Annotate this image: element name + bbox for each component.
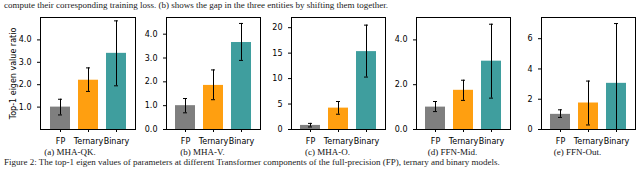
svg-text:4: 4 — [527, 65, 532, 74]
svg-text:2.0: 2.0 — [19, 80, 32, 89]
svg-text:Ternary: Ternary — [573, 137, 604, 146]
svg-text:Binary: Binary — [104, 137, 130, 146]
svg-text:FP: FP — [306, 137, 316, 146]
html-text:(a) MHA-QK.: (a) MHA-QK. — [44, 147, 96, 157]
html-text:(e) FFN-Out.: (e) FFN-Out. — [553, 147, 602, 157]
html-text:compute their corresponding tr: compute their corresponding training los… — [4, 0, 388, 10]
svg-text:0.0: 0.0 — [145, 125, 158, 134]
svg-text:FP: FP — [556, 137, 566, 146]
svg-text:Top-1 eigen value ratio: Top-1 eigen value ratio — [9, 28, 18, 121]
svg-text:Ternary: Ternary — [448, 137, 479, 146]
svg-text:2: 2 — [527, 95, 532, 104]
svg-text:Binary: Binary — [229, 137, 255, 146]
svg-text:0: 0 — [527, 125, 532, 134]
svg-text:FP: FP — [431, 137, 441, 146]
svg-text:0.0: 0.0 — [395, 125, 408, 134]
svg-text:20: 20 — [272, 23, 282, 32]
svg-text:4.0: 4.0 — [395, 35, 408, 44]
svg-text:0: 0 — [277, 125, 282, 134]
svg-text:2.0: 2.0 — [395, 80, 408, 89]
svg-text:1.0: 1.0 — [19, 103, 32, 112]
html-text:(d) FFN-Mid.: (d) FFN-Mid. — [427, 147, 478, 157]
svg-text:5: 5 — [277, 100, 282, 109]
svg-text:4.0: 4.0 — [19, 35, 32, 44]
html-text:(c) MHA-O.: (c) MHA-O. — [305, 147, 350, 157]
svg-text:Ternary: Ternary — [323, 137, 354, 146]
svg-text:Binary: Binary — [479, 137, 505, 146]
svg-text:1.0: 1.0 — [145, 101, 158, 110]
svg-text:3.0: 3.0 — [19, 58, 32, 67]
svg-text:3.0: 3.0 — [145, 54, 158, 63]
svg-text:FP: FP — [181, 137, 191, 146]
svg-text:6: 6 — [527, 34, 532, 43]
html-text:Figure 2: The top-1 eigen valu: Figure 2: The top-1 eigen values of para… — [4, 157, 500, 167]
svg-text:2.0: 2.0 — [145, 77, 158, 86]
svg-text:FP: FP — [56, 137, 66, 146]
svg-text:10: 10 — [272, 74, 282, 83]
html-text:(b) MHA-V.: (b) MHA-V. — [180, 147, 225, 157]
svg-text:Binary: Binary — [604, 137, 630, 146]
svg-text:15: 15 — [272, 49, 282, 58]
svg-text:Ternary: Ternary — [198, 137, 229, 146]
svg-text:Ternary: Ternary — [73, 137, 104, 146]
svg-text:4.0: 4.0 — [145, 30, 158, 39]
svg-text:Binary: Binary — [354, 137, 380, 146]
